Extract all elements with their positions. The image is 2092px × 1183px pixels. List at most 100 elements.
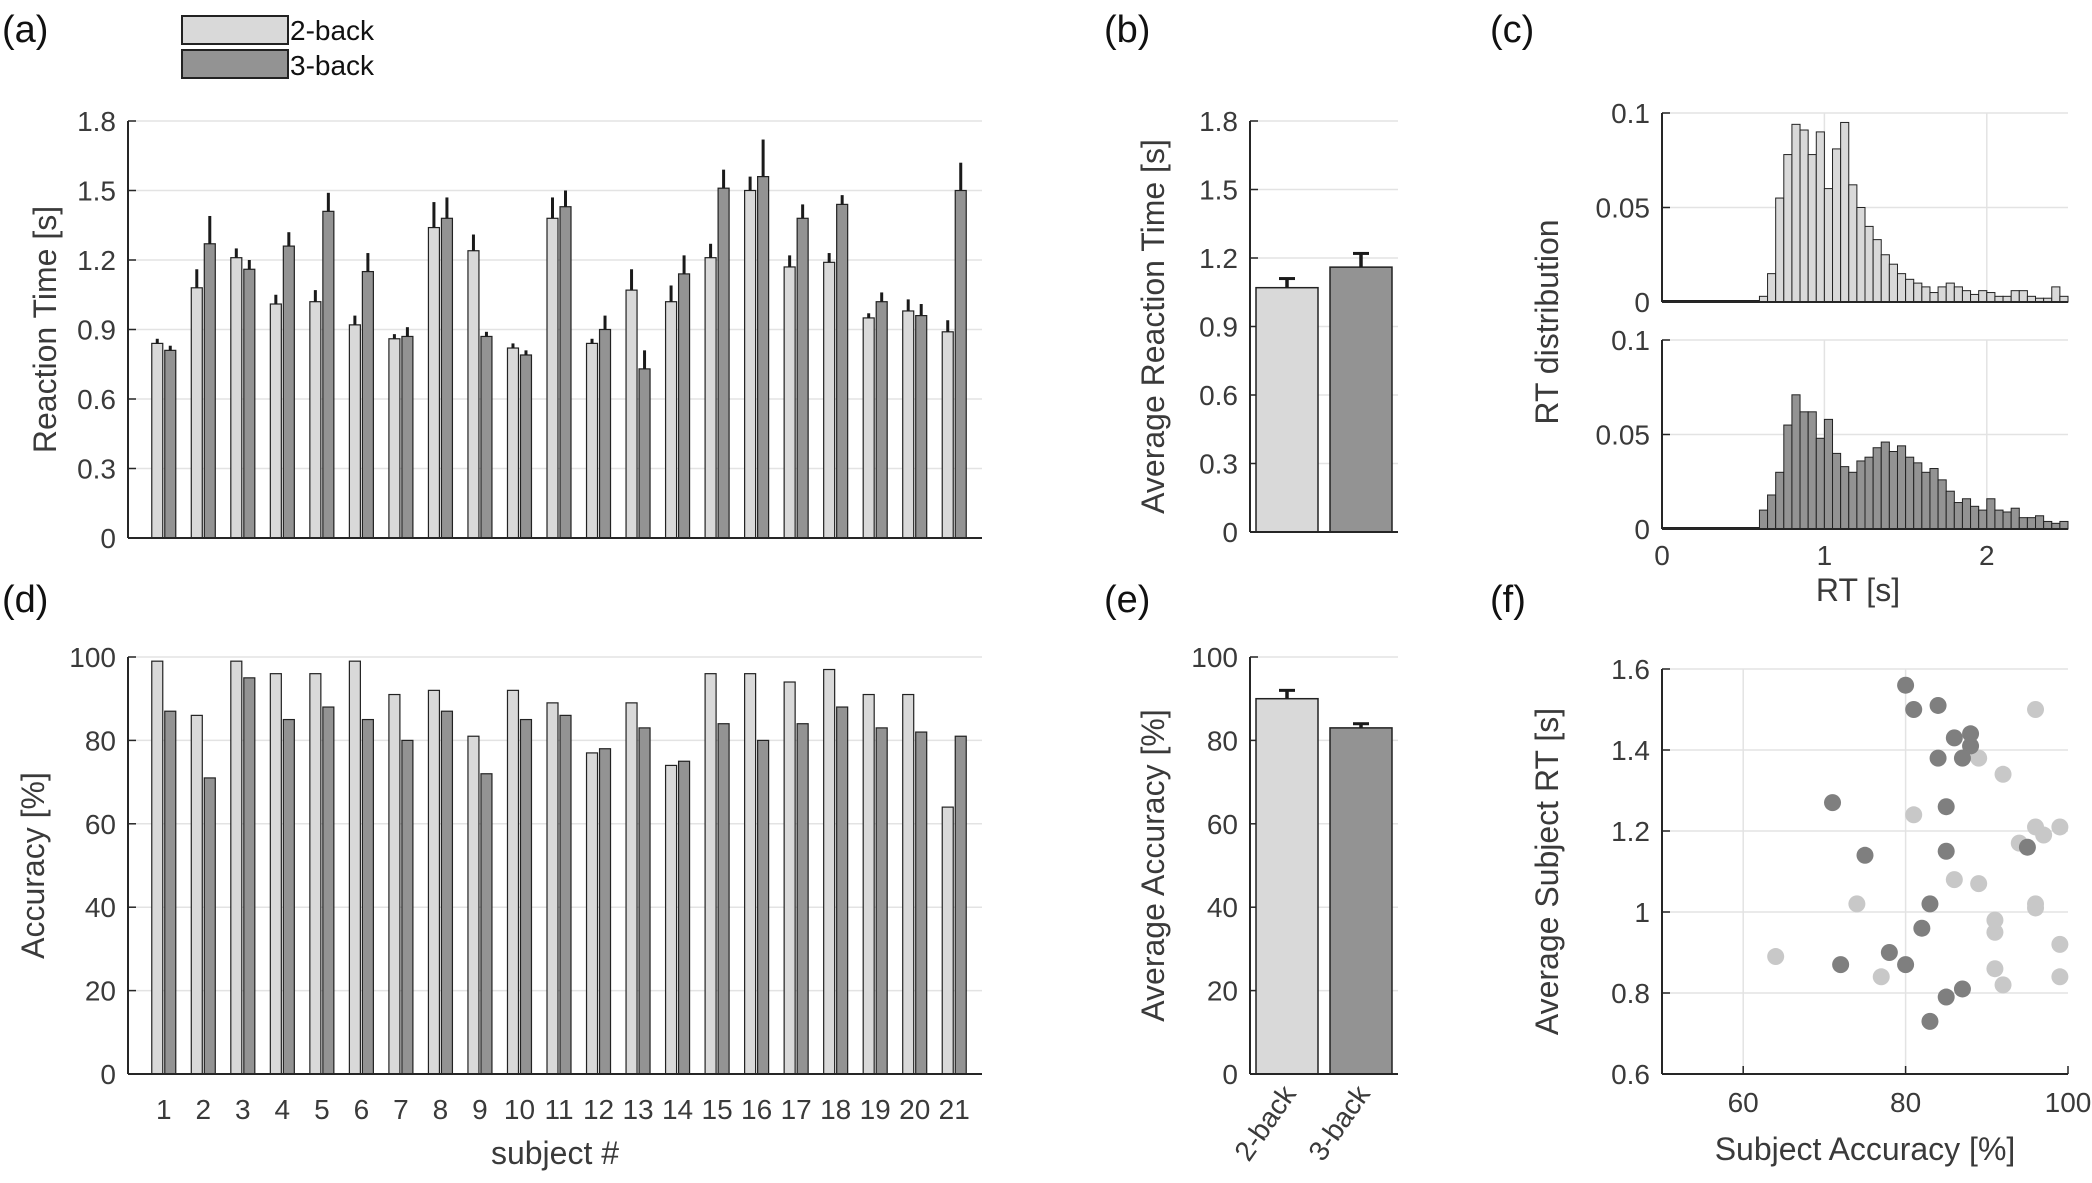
hist-bar-3back xyxy=(2035,515,2045,530)
bar-3back xyxy=(322,210,335,539)
scatter-point-3back xyxy=(1921,1012,1939,1030)
x-tick-label: 6 xyxy=(354,1094,370,1125)
hist-bar-3back xyxy=(2026,517,2037,530)
bar-3back xyxy=(954,735,967,1075)
y-tick-label: 0 xyxy=(100,1059,116,1090)
hist-bar-3back xyxy=(1921,471,1931,530)
bar-2back xyxy=(585,342,599,539)
bar-3back-average xyxy=(1329,266,1393,533)
bar-2back xyxy=(664,301,678,539)
hist-bar-3back xyxy=(1937,479,1947,530)
x-tick-label: 12 xyxy=(583,1094,614,1125)
y-tick-label: 0 xyxy=(1222,517,1238,548)
scatter-point-2back xyxy=(1848,895,1866,913)
bar-2back xyxy=(625,289,638,539)
bar-2back xyxy=(269,303,282,539)
x-tick-label: 7 xyxy=(393,1094,409,1125)
bar-3back xyxy=(282,718,295,1075)
hist-bar-3back xyxy=(1896,445,1907,530)
bar-3back xyxy=(243,268,256,539)
bar-2back xyxy=(151,660,164,1075)
x-tick-label: 8 xyxy=(433,1094,449,1125)
y-tick-label: 1.8 xyxy=(1199,106,1238,137)
hist-bar-3back xyxy=(1945,490,1955,530)
y-tick-label: 0.05 xyxy=(1596,420,1651,451)
bar-3back xyxy=(401,739,414,1075)
bar-2back-average xyxy=(1255,286,1319,533)
y-tick-label: 0.6 xyxy=(77,384,116,415)
panel-label-e: (e) xyxy=(1104,579,1150,621)
scatter-point-3back xyxy=(2018,838,2036,856)
scatter-point-2back xyxy=(1986,960,2004,978)
hist-bar-3back xyxy=(2018,517,2028,530)
bar-3back xyxy=(757,176,770,539)
hist-bar-2back xyxy=(1775,197,1785,303)
scatter-point-3back xyxy=(1897,676,1915,694)
panel-label-d: (d) xyxy=(2,579,48,621)
bar-3back xyxy=(361,718,374,1075)
x-tick-label: 0 xyxy=(1654,540,1670,571)
scatter-point-2back xyxy=(2051,818,2069,836)
hist-bar-3back xyxy=(1929,468,1939,530)
panel-a-reaction-time-chart: 0 0.3 0.6 0.9 1.2 1.5 1.8 Reaction Time [s] xyxy=(27,106,982,554)
bar-3back xyxy=(717,723,730,1075)
scatter-point-3back xyxy=(1962,725,1980,743)
bar-2back xyxy=(190,714,203,1075)
y-tick-label: 60 xyxy=(1207,809,1238,840)
x-tick-label: 2 xyxy=(195,1094,211,1125)
hist-bar-2back xyxy=(2010,290,2020,303)
bar-3back xyxy=(480,335,493,539)
hist-bar-3back xyxy=(1888,451,1898,530)
y-tick-label: 0 xyxy=(1634,287,1650,318)
hist-bar-2back xyxy=(1767,273,1777,303)
bar-2back xyxy=(664,764,678,1075)
y-tick-label: 100 xyxy=(69,642,116,673)
x-tick-label: 10 xyxy=(504,1094,535,1125)
scatter-point-2back xyxy=(1872,968,1890,986)
bar-3back xyxy=(203,243,216,539)
bar-2back xyxy=(190,287,203,539)
hist-bar-3back xyxy=(2010,507,2020,530)
bar-3back xyxy=(757,739,770,1075)
hist-bar-3back xyxy=(1823,418,1834,530)
bar-3back xyxy=(836,203,849,539)
panel-e-average-accuracy-chart: 0 20 40 60 80 100 2-back 3-back Average Accuracy… xyxy=(1135,642,1398,1166)
bar-3back xyxy=(677,760,691,1075)
hist-bar-3back xyxy=(1872,447,1882,530)
hist-bar-3back xyxy=(1994,509,2004,530)
scatter-point-2back xyxy=(1986,911,2004,929)
y-tick-label: 0 xyxy=(1222,1059,1238,1090)
scatter-point-2back xyxy=(2027,895,2045,913)
bar-3back xyxy=(559,714,572,1075)
bar-2back xyxy=(862,693,875,1075)
bar-2back xyxy=(625,702,638,1075)
legend-swatch-2back xyxy=(181,15,289,45)
bar-2back xyxy=(941,331,954,539)
y-tick-label: 0 xyxy=(1634,514,1650,545)
y-tick-label: 40 xyxy=(1207,892,1238,923)
hist-bar-2back xyxy=(1937,286,1947,303)
scatter-point-2back xyxy=(1970,875,1988,893)
bar-2back xyxy=(309,301,322,539)
bar-2back xyxy=(506,347,520,539)
y-tick-label: 60 xyxy=(85,809,116,840)
bar-3back xyxy=(519,718,533,1075)
bar-2back xyxy=(348,324,361,539)
x-tick-label: 19 xyxy=(860,1094,891,1125)
legend-swatch-3back xyxy=(181,49,289,79)
y-axis-label: Average Accuracy [%] xyxy=(1135,709,1171,1021)
bar-2back xyxy=(902,310,915,539)
x-axis-label: subject # xyxy=(491,1135,619,1171)
y-tick-label: 1.5 xyxy=(1199,175,1238,206)
bar-2back xyxy=(704,673,717,1075)
x-tick-label: 14 xyxy=(662,1094,693,1125)
panel-b-average-reaction-time-chart: 0 0.3 0.6 0.9 1.2 1.5 1.8 Average Reaction Time… xyxy=(1135,106,1398,548)
bar-2back xyxy=(902,693,915,1075)
hist-bar-2back xyxy=(1848,184,1858,303)
panel-label-b: (b) xyxy=(1104,9,1150,51)
hist-bar-3back xyxy=(1775,471,1785,530)
bar-3back xyxy=(954,189,967,539)
bar-3back xyxy=(677,273,691,539)
y-tick-label: 0.3 xyxy=(1199,449,1238,480)
